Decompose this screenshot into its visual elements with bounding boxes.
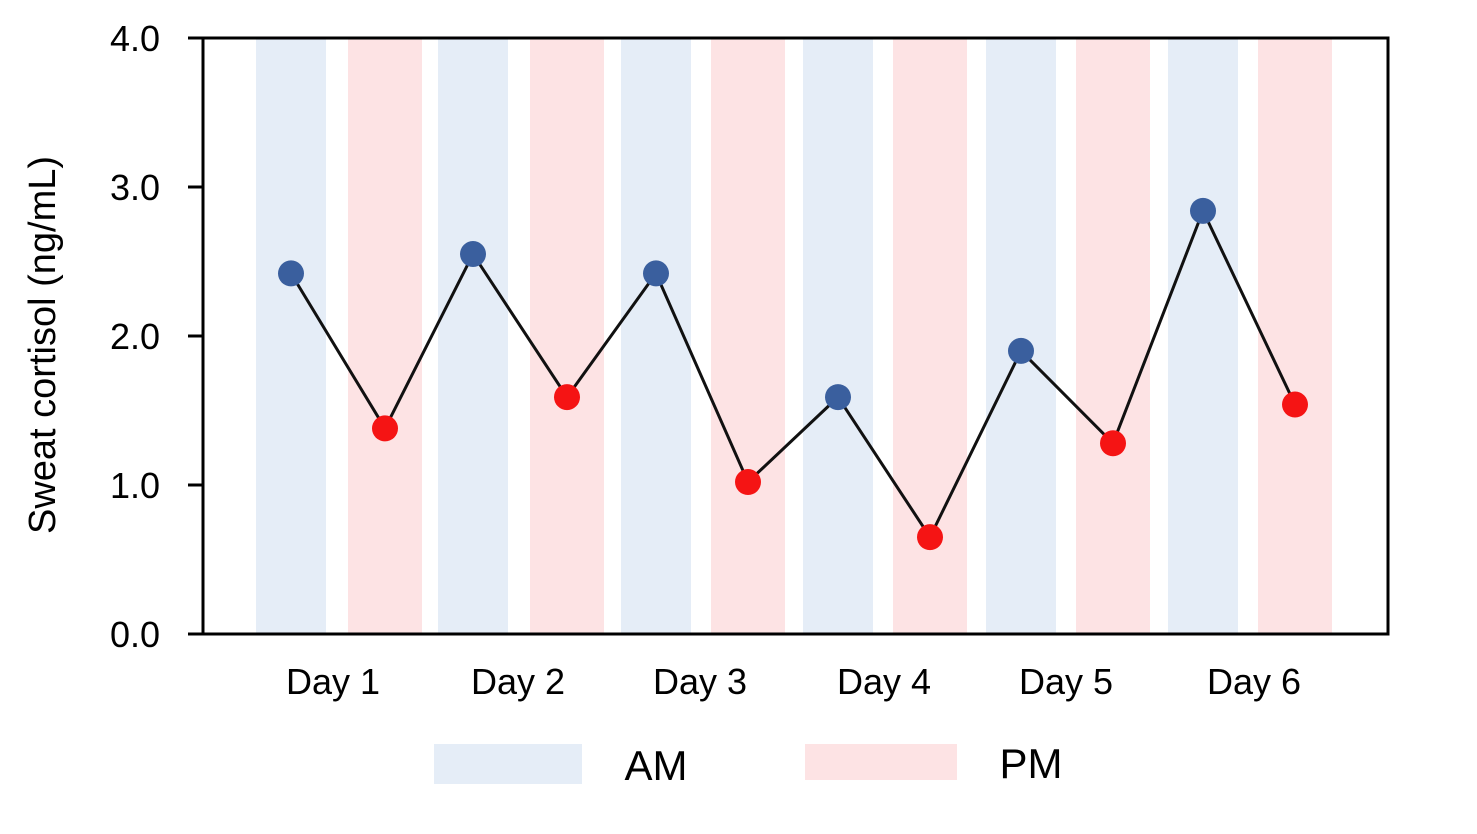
pm-band xyxy=(1076,38,1150,634)
pm-point xyxy=(554,384,580,411)
y-tick-label: 0.0 xyxy=(110,614,160,655)
pm-band xyxy=(530,38,604,634)
am-band xyxy=(438,38,508,634)
pm-point xyxy=(1282,391,1308,418)
legend-pm-swatch xyxy=(805,744,957,780)
legend: AM PM xyxy=(434,740,1063,789)
y-axis-title: Sweat cortisol (ng/mL) xyxy=(22,156,64,534)
am-point xyxy=(643,260,669,287)
y-axis-ticks: 0.0 1.0 2.0 3.0 4.0 xyxy=(110,18,203,655)
y-tick-label: 4.0 xyxy=(110,18,160,59)
am-point xyxy=(278,260,304,287)
am-band xyxy=(621,38,691,634)
pm-band xyxy=(348,38,422,634)
am-point xyxy=(1190,197,1216,224)
pm-point xyxy=(735,469,761,496)
am-band xyxy=(256,38,326,634)
pm-point xyxy=(372,415,398,442)
data-points xyxy=(278,197,1308,551)
am-point xyxy=(460,241,486,268)
am-pm-bands xyxy=(256,38,1332,634)
legend-am-swatch xyxy=(434,744,582,784)
x-tick-label: Day 2 xyxy=(471,661,565,702)
am-point xyxy=(825,384,851,411)
x-tick-label: Day 4 xyxy=(837,661,931,702)
y-tick-label: 3.0 xyxy=(110,167,160,208)
y-tick-label: 2.0 xyxy=(110,316,160,357)
am-band xyxy=(986,38,1056,634)
y-tick-label: 1.0 xyxy=(110,465,160,506)
am-point xyxy=(1008,337,1034,364)
pm-band xyxy=(711,38,785,634)
pm-point xyxy=(1100,430,1126,457)
x-tick-label: Day 6 xyxy=(1207,661,1301,702)
x-tick-label: Day 3 xyxy=(653,661,747,702)
x-tick-label: Day 1 xyxy=(286,661,380,702)
am-band xyxy=(803,38,873,634)
x-axis-labels: Day 1 Day 2 Day 3 Day 4 Day 5 Day 6 xyxy=(286,661,1301,702)
cortisol-trend-line xyxy=(289,207,1297,541)
pm-band xyxy=(1258,38,1332,634)
legend-pm-label: PM xyxy=(1000,740,1063,787)
pm-point xyxy=(917,524,943,551)
x-tick-label: Day 5 xyxy=(1019,661,1113,702)
plot-frame xyxy=(201,36,1390,636)
am-band xyxy=(1168,38,1238,634)
legend-am-label: AM xyxy=(625,742,688,789)
